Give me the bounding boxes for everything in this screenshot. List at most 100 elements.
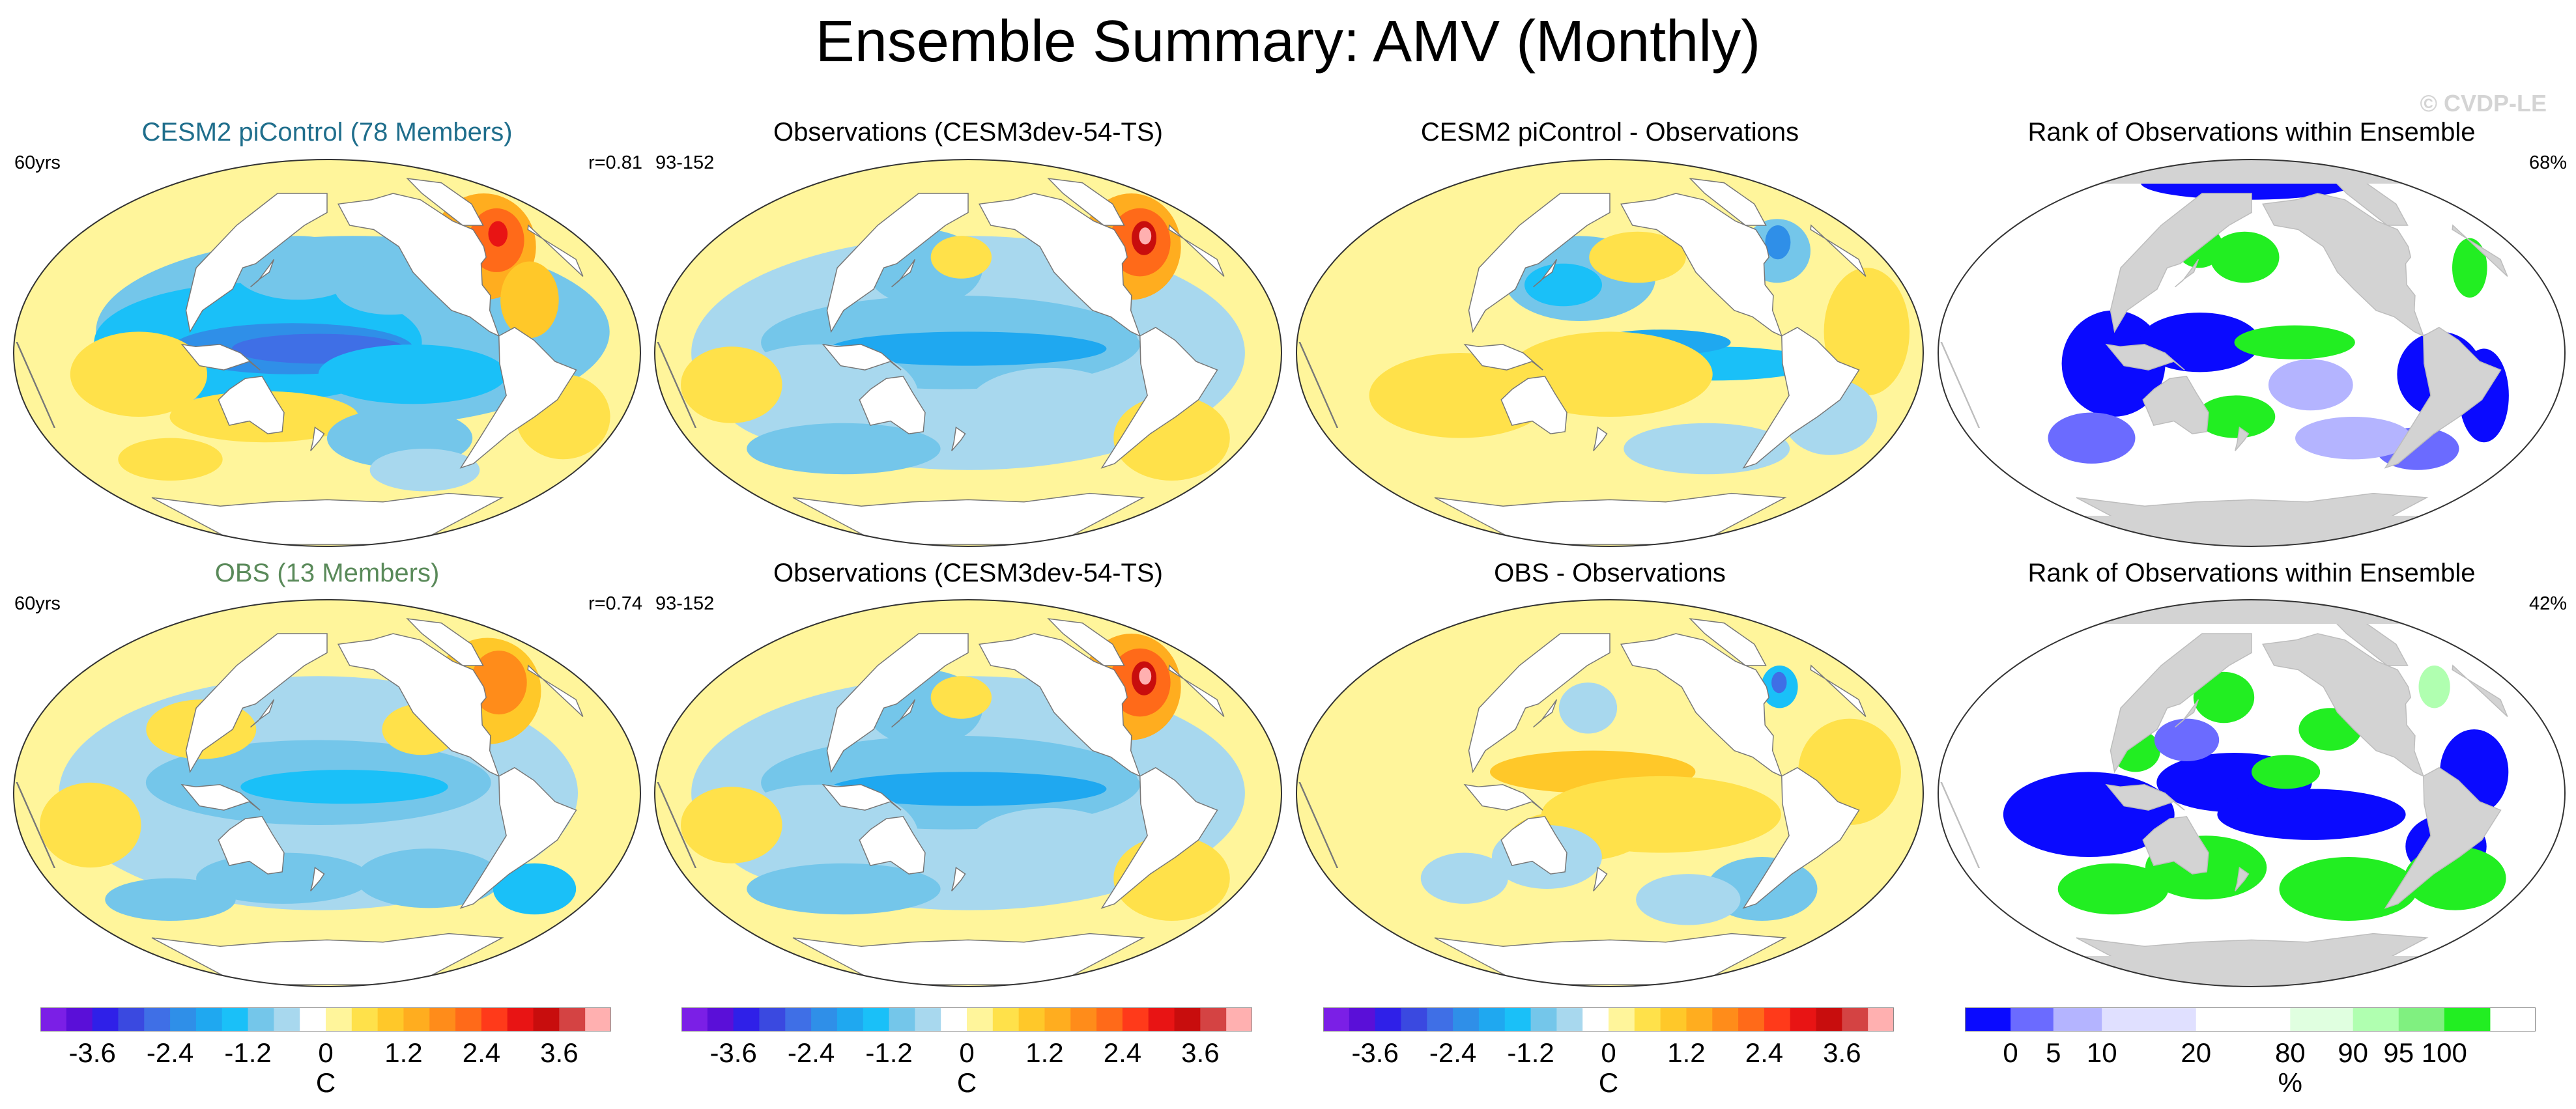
field-blob — [1558, 682, 1618, 734]
field-blob — [2193, 671, 2255, 723]
land-newzealand — [1593, 426, 1608, 451]
colorbar-swatch — [1965, 1007, 2011, 1032]
land-africa-east-edge — [1298, 341, 1339, 428]
field-blob — [1139, 667, 1152, 685]
field-blob — [1771, 671, 1787, 694]
colorbar-swatch — [92, 1007, 119, 1032]
land-australia — [218, 376, 285, 434]
colorbar-unit-label: C — [1598, 1067, 1619, 1098]
land-australia — [2142, 816, 2209, 875]
land-asia — [2110, 633, 2252, 774]
colorbar-temp — [1323, 1007, 1894, 1032]
colorbar-swatch — [274, 1007, 300, 1032]
land-greenland — [406, 178, 484, 226]
colorbar-swatch — [1504, 1007, 1532, 1032]
map-r2p3 — [1296, 599, 1924, 987]
land-americas-south — [459, 766, 577, 909]
colorbar-swatch — [1842, 1007, 1868, 1032]
colorbar-swatch — [195, 1007, 223, 1032]
colorbar-swatch — [707, 1007, 734, 1032]
colorbar-tick-label: -2.4 — [787, 1037, 835, 1068]
field-blob — [240, 770, 448, 804]
colorbar-swatch — [40, 1007, 67, 1032]
land-asia — [185, 633, 328, 774]
panel-stat-label: r=0.81 — [588, 152, 642, 173]
land-asia — [826, 193, 969, 333]
field-blob — [493, 863, 577, 915]
land-americas-south — [459, 326, 577, 469]
land-australia — [218, 816, 285, 875]
panel-stat-label: 68% — [2528, 152, 2567, 173]
map-panel — [12, 598, 642, 989]
field-blob — [2217, 789, 2406, 840]
colorbar-swatch — [733, 1007, 760, 1032]
colorbar-swatch — [2398, 1007, 2445, 1032]
colorbar-swatch — [1764, 1007, 1791, 1032]
colorbar-tick-label: -2.4 — [1429, 1037, 1477, 1068]
colorbar-swatch — [1660, 1007, 1687, 1032]
field-blob — [1524, 263, 1602, 307]
colorbar-tick-label: 2.4 — [462, 1037, 501, 1068]
colorbar-tick-label: 20 — [2181, 1037, 2212, 1068]
land-eurasia-west — [1168, 664, 1225, 717]
land-newzealand — [310, 426, 325, 451]
field-blob — [1420, 852, 1508, 904]
land-australia — [859, 376, 926, 434]
map-border — [1296, 159, 1924, 547]
land-americas-north — [979, 633, 1141, 778]
colorbar-swatch — [2353, 1007, 2399, 1032]
land-newzealand — [951, 426, 966, 451]
field-blob — [356, 849, 502, 908]
field-blob — [2210, 231, 2280, 283]
colorbar-swatch — [1453, 1007, 1480, 1032]
field-blob — [1765, 225, 1791, 260]
map-border — [13, 599, 641, 987]
land-eurasia-west — [1810, 224, 1867, 277]
field-blob — [318, 344, 507, 404]
field-blob — [105, 878, 236, 921]
field-blob — [681, 787, 782, 863]
colorbar-tick-label: 90 — [2338, 1037, 2369, 1068]
land-indonesia — [1463, 343, 1543, 371]
field-blob — [2252, 755, 2321, 789]
map-border — [1296, 599, 1924, 987]
land-eurasia-west — [1168, 224, 1225, 277]
colorbar-swatch — [1018, 1007, 1045, 1032]
colorbar-unit-label: C — [315, 1067, 336, 1098]
colorbar-swatch — [1148, 1007, 1175, 1032]
land-greenland — [406, 618, 484, 666]
field-blob — [2154, 718, 2220, 761]
colorbar-tick-label: 2.4 — [1103, 1037, 1142, 1068]
land-americas-north — [337, 633, 500, 778]
map-r1p1 — [13, 159, 641, 547]
colorbar-swatch — [144, 1007, 171, 1032]
colorbar-swatch — [759, 1007, 786, 1032]
colorbar-swatch — [326, 1007, 352, 1032]
map-border — [654, 159, 1282, 547]
panel-title: OBS (13 Members) — [214, 559, 440, 587]
field-blob — [829, 772, 1107, 806]
colorbar-swatch — [300, 1007, 326, 1032]
land-antarctica-edge — [792, 492, 1145, 545]
panel-title: Observations (CESM3dev-54-TS) — [773, 118, 1163, 147]
land-africa-east-edge — [1298, 781, 1339, 869]
land-japan — [250, 259, 275, 288]
colorbar-tick-label: 1.2 — [1025, 1037, 1064, 1068]
colorbar-tick-label: 80 — [2274, 1037, 2306, 1068]
colorbar-swatch — [915, 1007, 941, 1032]
figure-title: Ensemble Summary: AMV (Monthly) — [815, 9, 1761, 74]
map-r1p4 — [1938, 159, 2566, 547]
colorbar-swatch — [2011, 1007, 2054, 1032]
colorbar-swatch — [967, 1007, 994, 1032]
field-blob — [369, 449, 480, 492]
map-border — [654, 599, 1282, 987]
field-blob — [2196, 395, 2276, 438]
colorbar-swatch — [222, 1007, 249, 1032]
colorbar-swatch — [585, 1007, 611, 1032]
field-blob — [2295, 417, 2412, 460]
land-australia — [1500, 376, 1567, 434]
land-americas-south — [1742, 766, 1860, 909]
land-australia — [1500, 816, 1567, 875]
colorbar-swatch — [2444, 1007, 2491, 1032]
colorbar-tick-label: -1.2 — [224, 1037, 272, 1068]
